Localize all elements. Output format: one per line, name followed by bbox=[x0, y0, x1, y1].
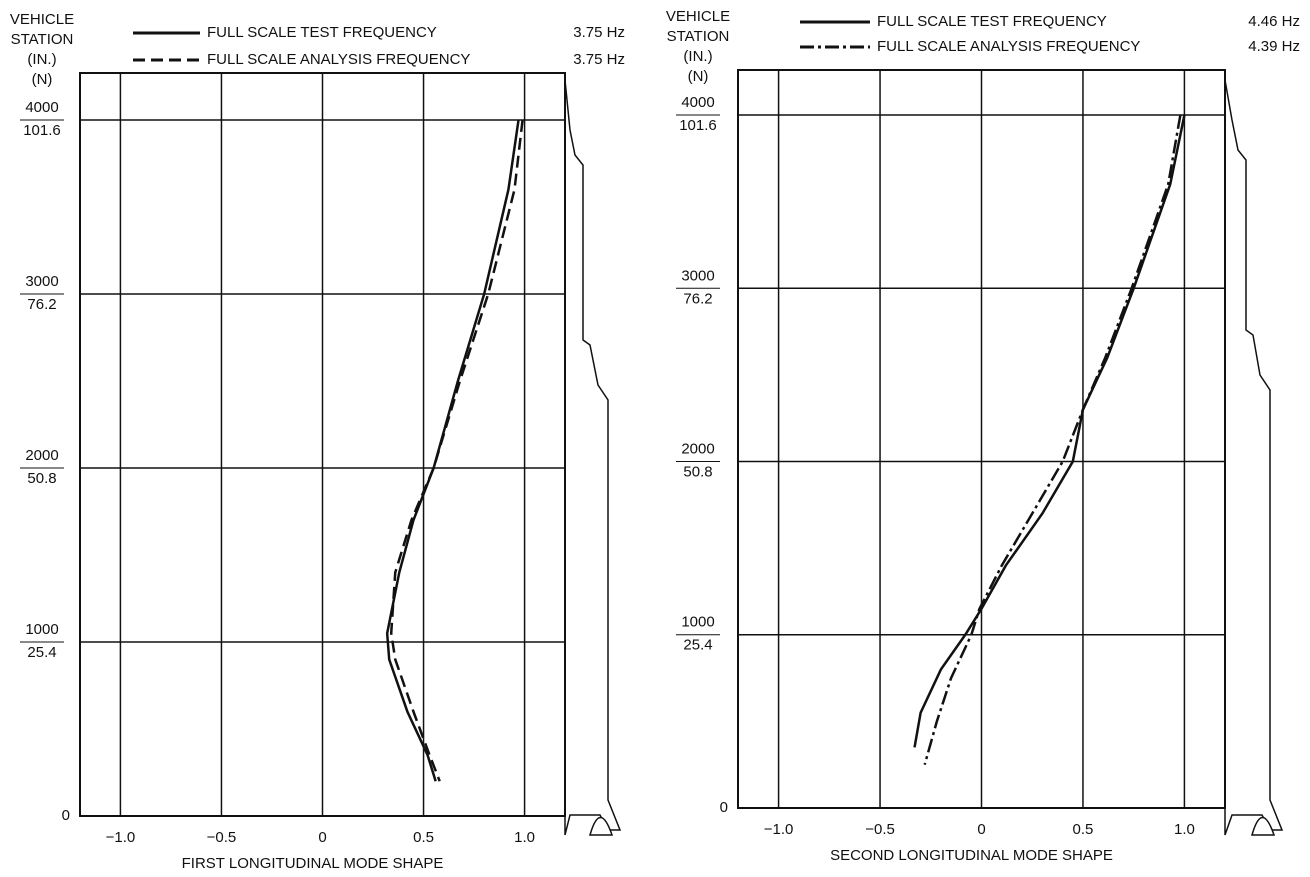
x-tick-label: 0.5 bbox=[1073, 821, 1094, 838]
x-tick-label: −0.5 bbox=[865, 821, 895, 838]
rocket bbox=[564, 79, 1284, 836]
y-tick-label: 2000 bbox=[25, 447, 58, 464]
x-axis-title: FIRST LONGITUDINAL MODE SHAPE bbox=[182, 855, 444, 872]
y-axis-title: VEHICLE bbox=[10, 11, 74, 28]
legend-label: FULL SCALE TEST FREQUENCY bbox=[207, 24, 437, 41]
mode-line bbox=[389, 119, 524, 782]
y-tick-metric-label: 76.2 bbox=[27, 296, 56, 313]
y-tick-metric-label: 50.8 bbox=[27, 470, 56, 487]
x-tick-label: 0.5 bbox=[413, 829, 434, 846]
x-tick-label: 0 bbox=[318, 829, 326, 846]
y-axis-title: VEHICLE bbox=[666, 8, 730, 25]
y-tick-label: 3000 bbox=[681, 267, 714, 284]
y-tick-label: 0 bbox=[62, 807, 70, 824]
x-tick-label: 1.0 bbox=[514, 829, 535, 846]
y-tick-label: 1000 bbox=[25, 621, 58, 638]
legend-frequency: 3.75 Hz bbox=[573, 51, 625, 68]
x-tick-label: 1.0 bbox=[1174, 821, 1195, 838]
y-tick-label: 0 bbox=[720, 799, 728, 816]
y-tick-metric-label: 101.6 bbox=[679, 117, 717, 134]
y-tick-label: 4000 bbox=[25, 99, 58, 116]
mode-line bbox=[385, 119, 520, 782]
y-axis-title: (IN.) bbox=[27, 51, 56, 68]
x-tick-label: −1.0 bbox=[106, 829, 136, 846]
y-tick-label: 1000 bbox=[681, 614, 714, 631]
legend-label: FULL SCALE ANALYSIS FREQUENCY bbox=[207, 51, 470, 68]
y-axis-title: STATION bbox=[11, 31, 74, 48]
y-axis-title: (N) bbox=[32, 71, 53, 88]
y-tick-metric-label: 101.6 bbox=[23, 122, 61, 139]
legend-frequency: 3.75 Hz bbox=[573, 24, 625, 41]
y-tick-metric-label: 25.4 bbox=[683, 637, 712, 654]
mode-line bbox=[913, 114, 1186, 748]
x-tick-label: 0 bbox=[977, 821, 985, 838]
x-tick-label: −1.0 bbox=[764, 821, 794, 838]
x-axis-title: SECOND LONGITUDINAL MODE SHAPE bbox=[830, 847, 1113, 864]
legend-label: FULL SCALE ANALYSIS FREQUENCY bbox=[877, 38, 1140, 55]
x-tick-label: −0.5 bbox=[207, 829, 237, 846]
legend-frequency: 4.39 Hz bbox=[1248, 38, 1300, 55]
mode-line bbox=[923, 114, 1182, 766]
legend-label: FULL SCALE TEST FREQUENCY bbox=[877, 13, 1107, 30]
y-axis-title: STATION bbox=[667, 28, 730, 45]
y-tick-metric-label: 76.2 bbox=[683, 290, 712, 307]
y-tick-metric-label: 25.4 bbox=[27, 644, 56, 661]
legend-frequency: 4.46 Hz bbox=[1248, 13, 1300, 30]
y-tick-metric-label: 50.8 bbox=[683, 463, 712, 480]
y-tick-label: 2000 bbox=[681, 440, 714, 457]
y-axis-title: (N) bbox=[688, 68, 709, 85]
y-tick-label: 4000 bbox=[681, 94, 714, 111]
y-tick-label: 3000 bbox=[25, 273, 58, 290]
y-axis-title: (IN.) bbox=[683, 48, 712, 65]
